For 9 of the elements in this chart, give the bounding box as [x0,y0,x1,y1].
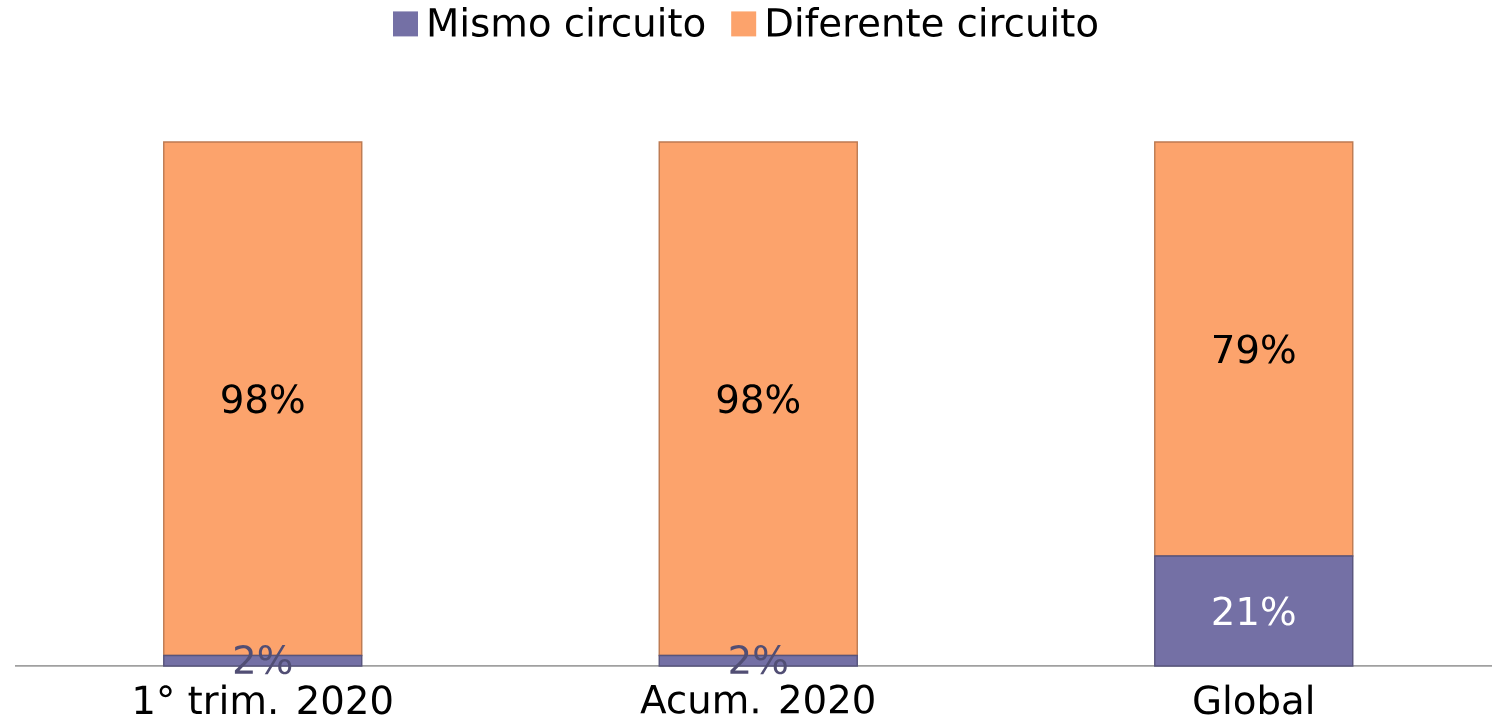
x-tick-label: Acum. 2020 [640,684,874,714]
data-label: 98% [717,384,800,414]
legend-label: Mismo circuito [429,7,705,37]
data-label: 98% [222,384,304,414]
x-tick-label: 1° trim. 2020 [135,684,392,715]
data-label: 79% [1214,334,1295,364]
data-label: 21% [1213,596,1295,626]
x-tick-label: Global [1194,684,1312,715]
legend-label: Diferente circuito [767,7,1097,37]
